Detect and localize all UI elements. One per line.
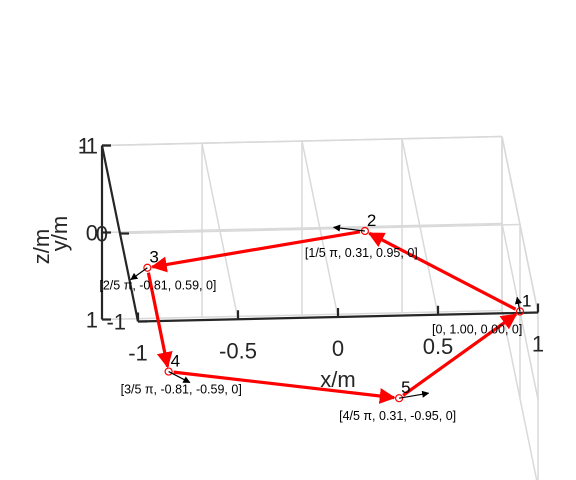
path-segment bbox=[173, 370, 396, 404]
z-tick-label: 0 bbox=[86, 221, 98, 246]
y-tick-label: 0 bbox=[96, 222, 108, 247]
direction-arrow bbox=[398, 390, 430, 399]
x-tick-label: -1 bbox=[128, 341, 148, 366]
grid-line bbox=[101, 135, 503, 147]
axes bbox=[100, 144, 540, 323]
path-segment bbox=[402, 313, 518, 397]
z-axis-label: z/m bbox=[29, 229, 54, 264]
point-number-label: 4 bbox=[171, 352, 180, 371]
path-segment bbox=[367, 231, 517, 311]
point-number-label: 5 bbox=[401, 378, 410, 397]
trajectory bbox=[146, 230, 518, 404]
point-annotation: [4/5 π, 0.31, -0.95, 0] bbox=[339, 409, 456, 423]
direction-arrow bbox=[514, 296, 522, 312]
direction-arrow bbox=[332, 224, 365, 232]
points bbox=[130, 224, 525, 403]
grid-line bbox=[501, 136, 539, 313]
x-tick-label: 0.5 bbox=[423, 334, 454, 359]
z-tick-label: -1 bbox=[78, 134, 98, 159]
data-point bbox=[515, 307, 525, 316]
point-annotation: [3/5 π, -0.81, -0.59, 0] bbox=[121, 383, 242, 397]
x-tick-label: 1 bbox=[532, 332, 544, 357]
grid-line bbox=[119, 223, 521, 235]
point-annotation: [1/5 π, 0.31, 0.95, 0] bbox=[305, 246, 418, 260]
y-tick-label: 1 bbox=[78, 134, 90, 159]
direction-arrow bbox=[168, 371, 191, 384]
x-axis-label: x/m bbox=[320, 367, 355, 392]
path-segment bbox=[150, 230, 361, 273]
direction-arrow bbox=[130, 267, 148, 281]
point-number-label: 3 bbox=[149, 248, 158, 267]
y-tick-label: -1 bbox=[106, 310, 126, 335]
grid-line bbox=[101, 222, 503, 234]
z-tick-label: 1 bbox=[86, 308, 98, 333]
data-point bbox=[164, 367, 173, 376]
point-annotation: [0, 1.00, 0.00, 0] bbox=[432, 323, 522, 337]
grid-line bbox=[101, 309, 503, 321]
path-segment bbox=[146, 272, 173, 369]
y-axis-label: y/m bbox=[47, 216, 72, 251]
data-point bbox=[143, 263, 152, 272]
x-tick-label: -0.5 bbox=[219, 338, 257, 363]
point-number-label: 1 bbox=[522, 292, 531, 311]
point-number-label: 2 bbox=[367, 211, 376, 230]
grid-line bbox=[501, 310, 538, 480]
gridlines bbox=[101, 135, 539, 480]
point-annotation: [2/5 π, -0.81, 0.59, 0] bbox=[99, 279, 216, 293]
x-tick-label: 0 bbox=[332, 336, 344, 361]
